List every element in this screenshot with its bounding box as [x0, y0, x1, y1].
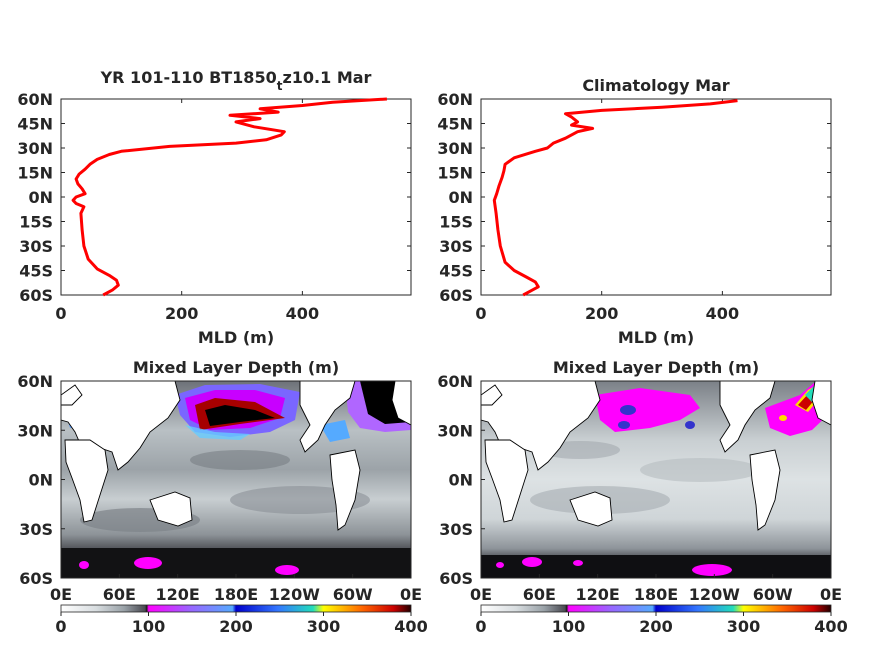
panel3-ytick-label: 0N: [28, 471, 53, 490]
panel3-land: [61, 381, 411, 531]
panel1-title-main: YR 101-110 BT1850: [100, 68, 277, 87]
panel4-colorbar-tick-label: 200: [639, 617, 672, 636]
panel2-axes-box: [480, 98, 832, 296]
panel4-colorbar-tick-label: 100: [552, 617, 585, 636]
panel3-colorbar-tick-label: 0: [55, 617, 66, 636]
panel3-xtick-label: 0E: [400, 585, 422, 604]
panel1-title: YR 101-110 BT1850tz10.1 Mar: [100, 68, 372, 93]
panel1-ytick-label: 60S: [19, 286, 53, 305]
panel4-colorbar-tick-label: 400: [814, 617, 847, 636]
panel3-map-field: [61, 381, 411, 578]
map-panel-model: Mixed Layer Depth (m): [17, 358, 427, 636]
panel1-ytick-label: 0N: [28, 188, 53, 207]
panel1-title-tail: z10.1 Mar: [282, 68, 371, 87]
panel1-xtick-label: 0: [55, 304, 66, 323]
panel4-map-field: [481, 381, 831, 578]
profile-panel-model: YR 101-110 BT1850tz10.1 Mar 60N 45N 30N 15N…: [17, 68, 412, 347]
panel1-axes-box: [60, 98, 412, 296]
panel3-colorbar-tick-label: 400: [394, 617, 427, 636]
panel2-xlabel: MLD (m): [618, 328, 694, 347]
panel2-ytick-label: 45S: [439, 262, 473, 281]
panel4-land: [481, 381, 831, 531]
panel4-colorbar-ticks: 0 100 200 300 400: [475, 612, 848, 636]
panel1-ytick-label: 30S: [19, 237, 53, 256]
panel1-xtick-label: 400: [286, 304, 319, 323]
panel3-colorbar-ticks: 0 100 200 300 400: [55, 612, 428, 636]
panel1-ytick-label: 60N: [17, 90, 53, 109]
panel1-ytick-label: 15S: [19, 213, 53, 232]
panel4-ytick-label: 30N: [437, 421, 473, 440]
panel1-ytick-label: 45N: [17, 115, 53, 134]
panel2-xtick-label: 0: [475, 304, 486, 323]
panel1-ytick-label: 30N: [17, 139, 53, 158]
panel2-ytick-label: 30S: [439, 237, 473, 256]
panel4-north-pacific-deep-mld: [595, 388, 700, 432]
panel4-southern-ocean-deep-mld: [522, 557, 542, 567]
panel3-title: Mixed Layer Depth (m): [133, 358, 339, 377]
panel3-ytick-label: 60N: [17, 372, 53, 391]
panel3-colorbar-tick-label: 200: [219, 617, 252, 636]
panel4-xtick-label: 120E: [576, 585, 620, 604]
panel3-colorbar-tick-label: 100: [132, 617, 165, 636]
panel4-colorbar-tick-label: 0: [475, 617, 486, 636]
panel1-xtick-label: 200: [165, 304, 198, 323]
panel1-ytick-label: 45S: [19, 262, 53, 281]
panel1-mld-profile-line: [71, 97, 387, 297]
panel2-xtick-label: 200: [585, 304, 618, 323]
panel3-ytick-label: 30S: [19, 520, 53, 539]
map-panel-climatology: Mixed Layer Depth (m): [437, 358, 847, 636]
panel3-ytick-label: 30N: [17, 421, 53, 440]
panel2-xtick-label: 400: [706, 304, 739, 323]
panel3-ytick-label: 60S: [19, 569, 53, 588]
panel4-xtick-label: 0E: [470, 585, 492, 604]
panel3-xtick-label: 60E: [103, 585, 136, 604]
panel4-colorbar-tick-label: 300: [727, 617, 760, 636]
panel4-ytick-label: 60N: [437, 372, 473, 391]
panel3-xtick-label: 60W: [333, 585, 373, 604]
panel4-ytick-label: 30S: [439, 520, 473, 539]
panel4-xtick-label: 120W: [689, 585, 740, 604]
panel2-ytick-label: 60N: [437, 90, 473, 109]
panel3-colorbar-tick-label: 300: [307, 617, 340, 636]
panel1-ytick-label: 15N: [17, 164, 53, 183]
panel4-ytick-label: 0N: [448, 471, 473, 490]
panel3-xtick-label: 120E: [156, 585, 200, 604]
panel4-xtick-label: 60E: [523, 585, 556, 604]
panel3-xtick-label: 0E: [50, 585, 72, 604]
panel3-xtick-label: 120W: [269, 585, 320, 604]
profile-panel-climatology: Climatology Mar 60N45N30N15N0N15S30S45S6…: [437, 76, 832, 347]
panel2-ytick-label: 60S: [439, 286, 473, 305]
panel4-colorbar: [480, 604, 832, 613]
panel3-colorbar: [60, 604, 412, 613]
panel3-southern-ocean-deep-mld: [134, 557, 162, 569]
panel2-title: Climatology Mar: [582, 76, 729, 95]
panel2-ytick-label: 15N: [437, 164, 473, 183]
panel1-title-subscript: t: [277, 79, 283, 93]
panel4-ytick-label: 60S: [439, 569, 473, 588]
panel4-xtick-label: 0E: [820, 585, 842, 604]
panel4-title: Mixed Layer Depth (m): [553, 358, 759, 377]
panel4-xtick-label: 180E: [634, 585, 678, 604]
panel3-xtick-label: 180E: [214, 585, 258, 604]
panel2-ytick-label: 45N: [437, 115, 473, 134]
panel2-ytick-label: 0N: [448, 188, 473, 207]
panel2-mld-profile-line: [492, 99, 738, 297]
panel1-xlabel: MLD (m): [198, 328, 274, 347]
panel2-ytick-label: 30N: [437, 139, 473, 158]
panel4-xtick-label: 60W: [753, 585, 793, 604]
panel2-ytick-label: 15S: [439, 213, 473, 232]
